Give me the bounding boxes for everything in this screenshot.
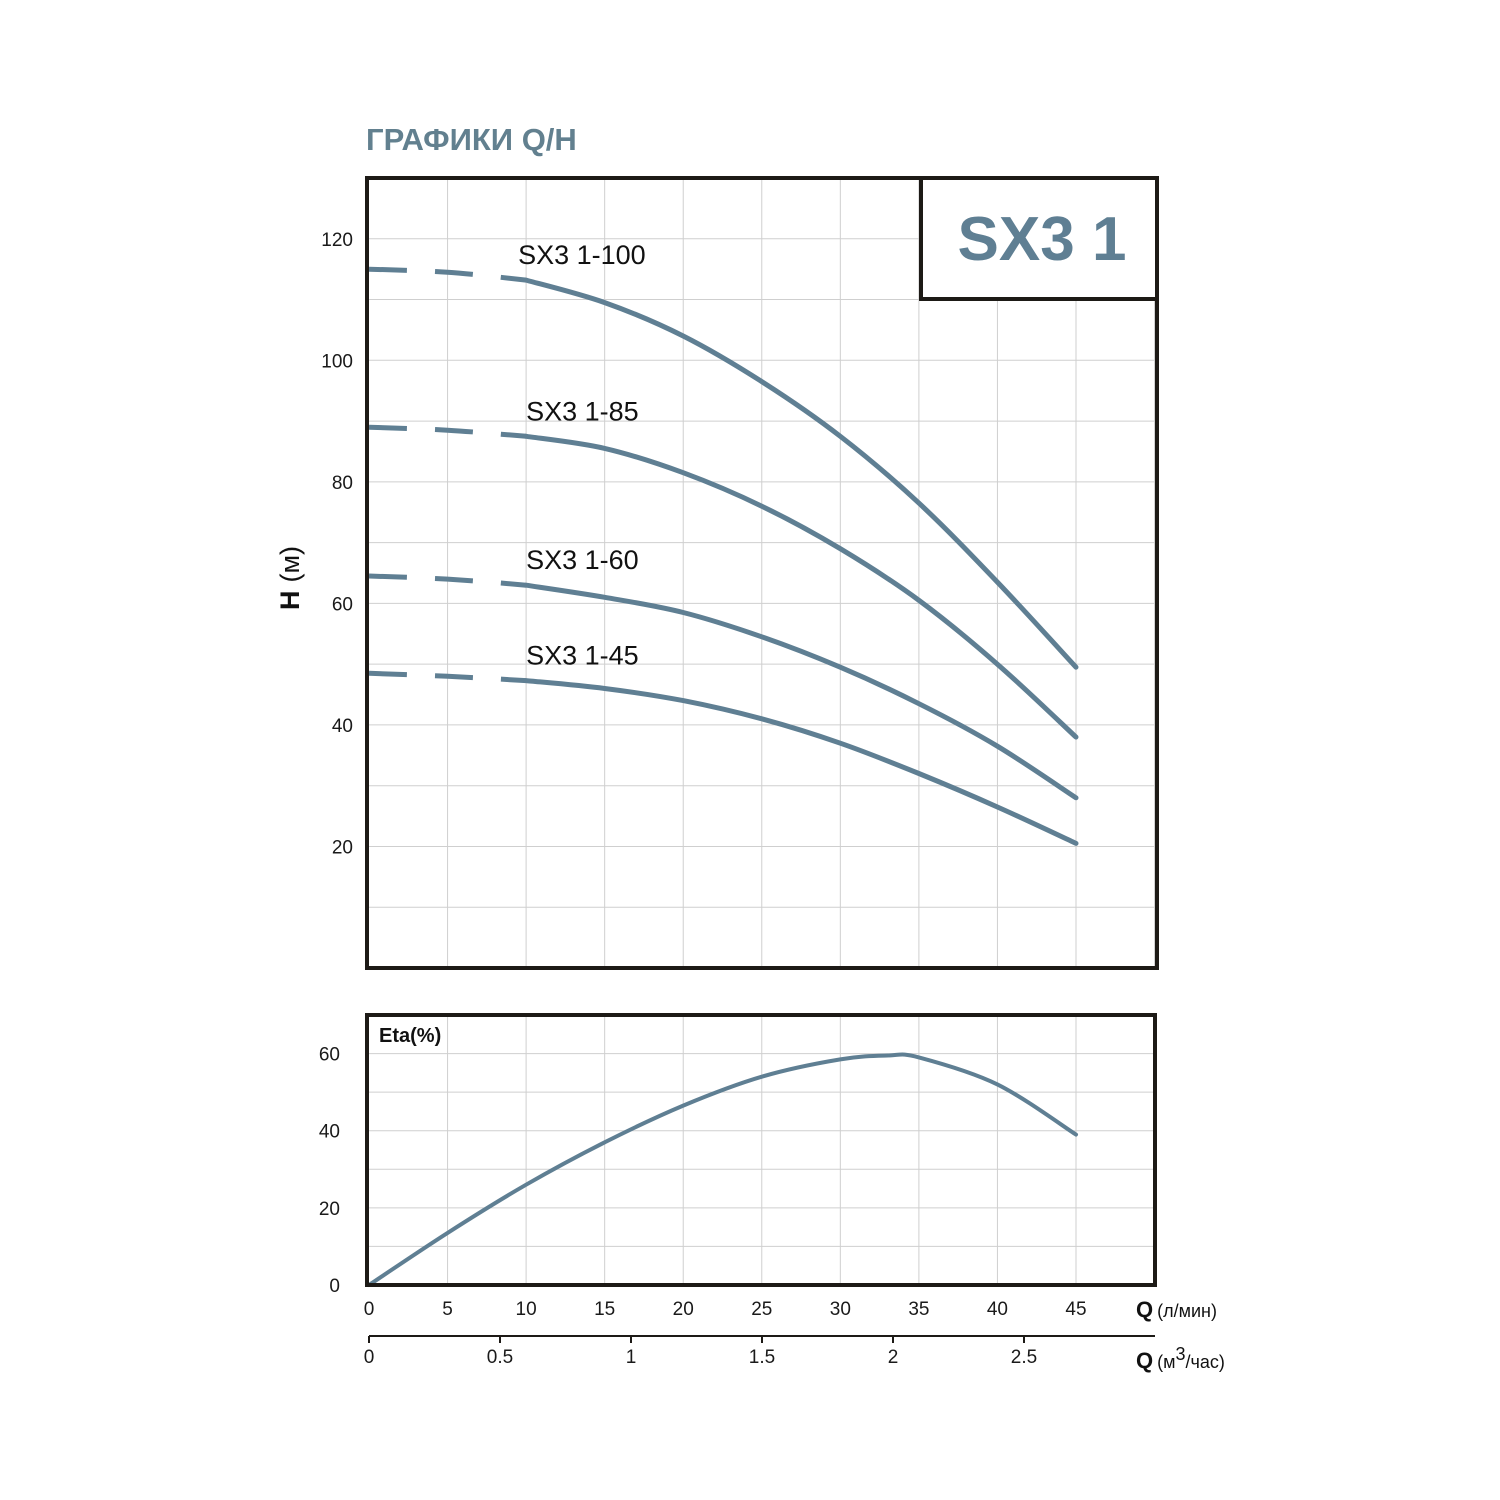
x-axis-m3h-tick-label: 0.5 xyxy=(487,1347,513,1368)
x-axis-m3h-tick-label: 2.5 xyxy=(1011,1347,1037,1368)
x-axis-lmin-tick-label: 10 xyxy=(516,1299,537,1320)
qh-y-tick-labels: 20 40 60 80 100 120 xyxy=(321,230,353,859)
qh-y-tick-label: 60 xyxy=(332,594,353,615)
qh-series-label: SX3 1-85 xyxy=(526,396,639,426)
qh-y-axis-unit: (м) xyxy=(275,546,305,583)
qh-series-label: SX3 1-60 xyxy=(526,545,639,575)
x-axis-m3h-label: Q (м3/час) xyxy=(1136,1344,1225,1373)
x-axis-lmin-tick-label: 45 xyxy=(1065,1299,1086,1320)
qh-curves: SX3 1-100 SX3 1-85 SX3 1-60 SX3 1-45 xyxy=(368,240,1079,846)
qh-curve xyxy=(523,582,1079,801)
x-axis-m3h-tick-label: 1 xyxy=(626,1347,637,1368)
qh-curve xyxy=(523,277,1079,670)
qh-y-tick-label: 100 xyxy=(321,351,353,372)
x-axis-m3h-unit-suffix: /час) xyxy=(1186,1352,1225,1372)
x-axis-lmin-tick-label: 0 xyxy=(364,1299,375,1320)
x-axis-lmin-tick-labels: 0 5 10 15 20 25 30 35 40 45 xyxy=(364,1299,1087,1320)
qh-curve-dashed xyxy=(368,266,527,283)
eta-grid xyxy=(367,1015,1156,1285)
chart-title: ГРАФИКИ Q/H xyxy=(366,122,577,157)
qh-y-tick-label: 20 xyxy=(332,837,353,858)
x-axis-lmin-tick-label: 30 xyxy=(830,1299,851,1320)
model-badge-text: SX3 1 xyxy=(958,205,1127,274)
x-axis-lmin-tick-label: 25 xyxy=(751,1299,772,1320)
eta-y-tick-label: 40 xyxy=(319,1122,340,1143)
qh-curve-dashed xyxy=(368,670,527,684)
x-axis-m3h-symbol: Q xyxy=(1136,1348,1153,1373)
model-badge-box xyxy=(919,176,1159,301)
qh-y-axis-symbol: H xyxy=(275,591,305,611)
eta-curve xyxy=(367,1052,1078,1287)
qh-y-tick-label: 40 xyxy=(332,716,353,737)
x-axis-lmin-symbol: Q xyxy=(1136,1297,1153,1322)
qh-y-tick-label: 80 xyxy=(332,473,353,494)
eta-y-tick-label: 0 xyxy=(329,1276,340,1297)
x-axis-lmin-tick-label: 40 xyxy=(987,1299,1008,1320)
eta-plot-frame xyxy=(365,1013,1157,1287)
x-axis-lmin-tick-label: 20 xyxy=(673,1299,694,1320)
qh-curve xyxy=(523,433,1079,740)
x-axis-lmin-label: Q (л/мин) xyxy=(1136,1297,1217,1322)
x-axis-m3h-tick-label: 2 xyxy=(888,1347,899,1368)
qh-curve-dashed xyxy=(368,424,527,439)
qh-curve xyxy=(523,678,1079,846)
x-axis-lmin-unit: (л/мин) xyxy=(1157,1301,1217,1321)
x-axis-lmin-tick-label: 5 xyxy=(442,1299,453,1320)
qh-y-axis-label: H (м) xyxy=(275,546,305,610)
x-axis-m3h-unit-prefix: (м xyxy=(1157,1352,1175,1372)
x-axis-m3h-ticks: 0 0.5 1 1.5 2 2.5 xyxy=(364,1336,1037,1368)
qh-series-label: SX3 1-45 xyxy=(526,641,639,671)
eta-curves xyxy=(367,1052,1078,1287)
x-axis-lmin-tick-label: 15 xyxy=(594,1299,615,1320)
eta-y-tick-label: 20 xyxy=(319,1199,340,1220)
eta-y-tick-labels: 0 20 40 60 xyxy=(319,1045,340,1297)
x-axis-m3h-tick-label: 0 xyxy=(364,1347,375,1368)
x-axis-lmin-tick-label: 35 xyxy=(908,1299,929,1320)
eta-y-tick-label: 60 xyxy=(319,1045,340,1066)
qh-y-tick-label: 120 xyxy=(321,230,353,251)
x-axis-m3h-tick-label: 1.5 xyxy=(749,1347,775,1368)
model-badge: SX3 1 xyxy=(919,176,1159,301)
qh-plot-frame xyxy=(365,176,1159,970)
x-axis-m3h-unit-sup: 3 xyxy=(1176,1344,1186,1364)
qh-curve-dashed xyxy=(368,573,527,588)
qh-series-label: SX3 1-100 xyxy=(518,240,646,270)
eta-axis-label: Eta(%) xyxy=(379,1025,441,1047)
